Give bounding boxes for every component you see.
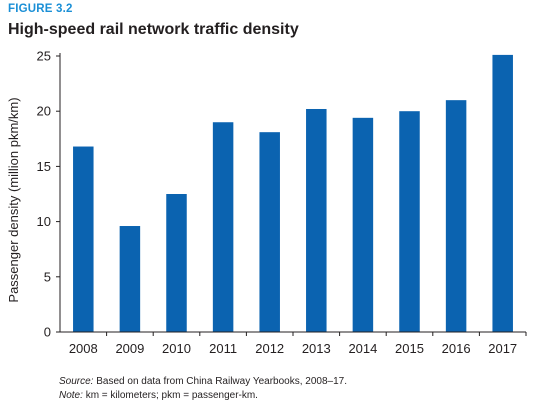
figure-title: High-speed rail network traffic density [8,21,299,38]
source-text: Based on data from China Railway Yearboo… [96,376,347,387]
figure-notes: Source: Based on data from China Railway… [59,375,347,403]
x-tick-label: 2011 [209,341,237,356]
bar-2010 [166,194,187,332]
bar-2016 [445,100,467,332]
bar-2012 [259,132,280,332]
bar-2017 [492,54,513,333]
x-tick-label: 2008 [69,341,98,356]
x-tick-label: 2017 [488,341,517,356]
bar-2015 [399,111,420,332]
x-tick-label: 2013 [302,341,331,356]
x-tick-label: 2010 [162,341,191,356]
figure-label: FIGURE 3.2 [8,3,73,15]
abbreviation-note: Note: km = kilometers; pkm = passenger-k… [59,389,347,403]
bar-2014 [352,117,374,332]
y-tick-label: 5 [44,269,51,284]
y-tick-label: 10 [37,214,51,229]
y-axis-label: Passenger density (million pkm/km) [6,97,21,302]
y-tick-label: 25 [37,49,51,64]
source-label: Source: [59,376,94,387]
bar-2008 [73,146,94,332]
x-tick-label: 2012 [255,341,284,356]
x-axis: 2008 2009 2010 2011 2012 2013 2014 2015 2016 2017 [60,331,527,356]
bars-group [73,54,513,333]
y-tick-label: 20 [37,104,51,119]
bar-2009 [119,226,141,332]
note-label: Note: [59,390,83,401]
bar-2013 [306,108,327,332]
y-tick-label: 15 [37,159,51,174]
y-tick-label: 0 [44,325,51,340]
x-tick-label: 2009 [115,341,144,356]
y-axis: 0 5 10 15 20 25 [37,49,61,340]
note-text: km = kilometers; pkm = passenger-km. [85,390,258,401]
x-tick-label: 2015 [395,341,424,356]
x-tick-label: 2014 [348,341,377,356]
bar-2011 [212,122,234,333]
source-note: Source: Based on data from China Railway… [59,375,347,389]
x-tick-label: 2016 [442,341,471,356]
